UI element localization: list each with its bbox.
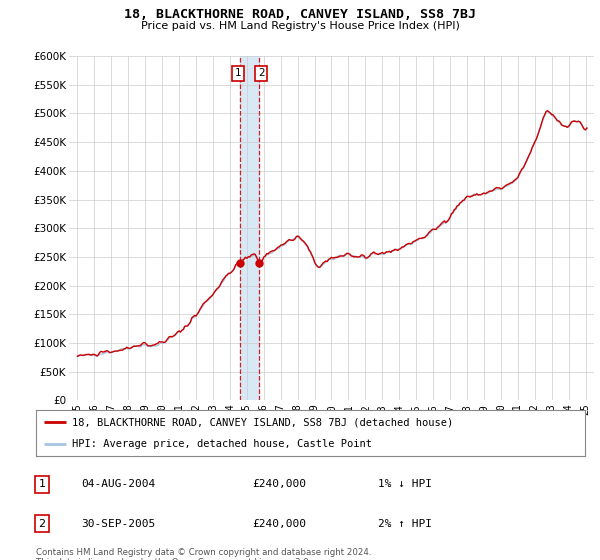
Text: 2: 2 (38, 519, 46, 529)
Text: £240,000: £240,000 (252, 519, 306, 529)
Text: 18, BLACKTHORNE ROAD, CANVEY ISLAND, SS8 7BJ (detached house): 18, BLACKTHORNE ROAD, CANVEY ISLAND, SS8… (71, 417, 453, 427)
Text: Contains HM Land Registry data © Crown copyright and database right 2024.
This d: Contains HM Land Registry data © Crown c… (36, 548, 371, 560)
Text: 1: 1 (38, 479, 46, 489)
Text: 2% ↑ HPI: 2% ↑ HPI (378, 519, 432, 529)
Text: Price paid vs. HM Land Registry's House Price Index (HPI): Price paid vs. HM Land Registry's House … (140, 21, 460, 31)
Text: 30-SEP-2005: 30-SEP-2005 (81, 519, 155, 529)
Text: 18, BLACKTHORNE ROAD, CANVEY ISLAND, SS8 7BJ: 18, BLACKTHORNE ROAD, CANVEY ISLAND, SS8… (124, 8, 476, 21)
Text: 1% ↓ HPI: 1% ↓ HPI (378, 479, 432, 489)
Text: 2: 2 (258, 68, 265, 78)
Text: 04-AUG-2004: 04-AUG-2004 (81, 479, 155, 489)
Bar (240, 56, 259, 400)
Text: HPI: Average price, detached house, Castle Point: HPI: Average price, detached house, Cast… (71, 440, 371, 450)
Text: £240,000: £240,000 (252, 479, 306, 489)
Text: 1: 1 (235, 68, 241, 78)
